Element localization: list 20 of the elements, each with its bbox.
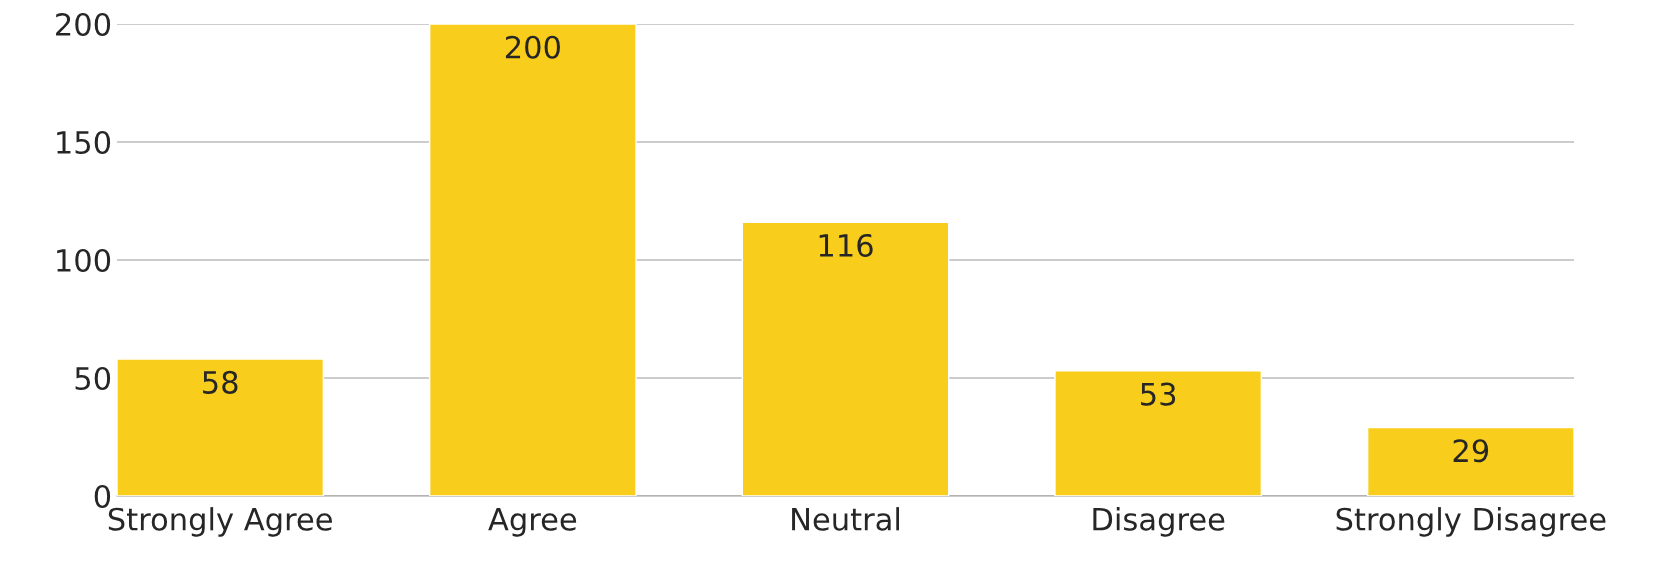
y-tick-label: 0 bbox=[94, 484, 111, 509]
bar bbox=[428, 24, 637, 496]
y-tick-label: 100 bbox=[57, 248, 111, 273]
x-tick-label: Strongly Agree bbox=[108, 507, 332, 537]
data-label: 116 bbox=[819, 233, 873, 257]
data-label: 29 bbox=[1453, 439, 1489, 463]
y-tick-label: 150 bbox=[57, 130, 111, 155]
x-tick-label: Agree bbox=[488, 508, 577, 537]
y-tick-label: 200 bbox=[56, 12, 111, 37]
bar bbox=[1054, 370, 1263, 496]
x-tick-label: Neutral bbox=[792, 507, 900, 531]
bar bbox=[1366, 426, 1574, 496]
bar bbox=[117, 358, 325, 496]
y-tick-label: 50 bbox=[75, 366, 111, 391]
x-tick-label: Strongly Disagree bbox=[1336, 507, 1606, 537]
data-label: 53 bbox=[1141, 382, 1176, 406]
bar bbox=[741, 221, 950, 496]
data-label: 200 bbox=[505, 35, 560, 59]
data-label: 58 bbox=[203, 370, 238, 394]
x-tick-label: Disagree bbox=[1093, 507, 1225, 537]
